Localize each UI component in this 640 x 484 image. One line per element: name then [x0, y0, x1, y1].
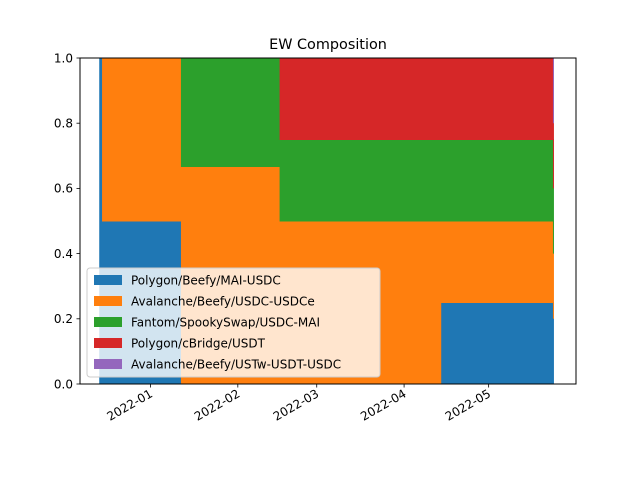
legend: Polygon/Beefy/MAI-USDC Avalanche/Beefy/US… — [86, 267, 381, 378]
y-axis-ticks: 0.0 0.2 0.4 0.6 0.8 1.0 — [54, 51, 80, 391]
chart-title: EW Composition — [269, 37, 387, 53]
legend-swatch — [94, 338, 122, 348]
y-tick-label: 0.0 — [54, 377, 73, 391]
y-tick-label: 0.8 — [54, 117, 73, 131]
legend-swatch — [94, 296, 122, 306]
legend-label: Avalanche/Beefy/USTw-USDT-USDC — [131, 357, 341, 371]
y-tick-label: 0.2 — [54, 312, 73, 326]
legend-swatch — [94, 359, 122, 369]
y-tick-label: 0.4 — [54, 247, 73, 261]
plot-frame — [79, 57, 577, 385]
legend-label: Avalanche/Beefy/USDC-USDCe — [131, 294, 315, 308]
legend-swatch — [94, 317, 122, 327]
y-tick-label: 1.0 — [54, 51, 73, 65]
legend-box — [86, 267, 381, 378]
legend-label: Fantom/SpookySwap/USDC-MAI — [131, 315, 320, 329]
y-tick-label: 0.6 — [54, 182, 73, 196]
legend-label: Polygon/cBridge/USDT — [131, 336, 266, 350]
legend-label: Polygon/Beefy/MAI-USDC — [131, 273, 281, 287]
legend-swatch — [94, 275, 122, 285]
